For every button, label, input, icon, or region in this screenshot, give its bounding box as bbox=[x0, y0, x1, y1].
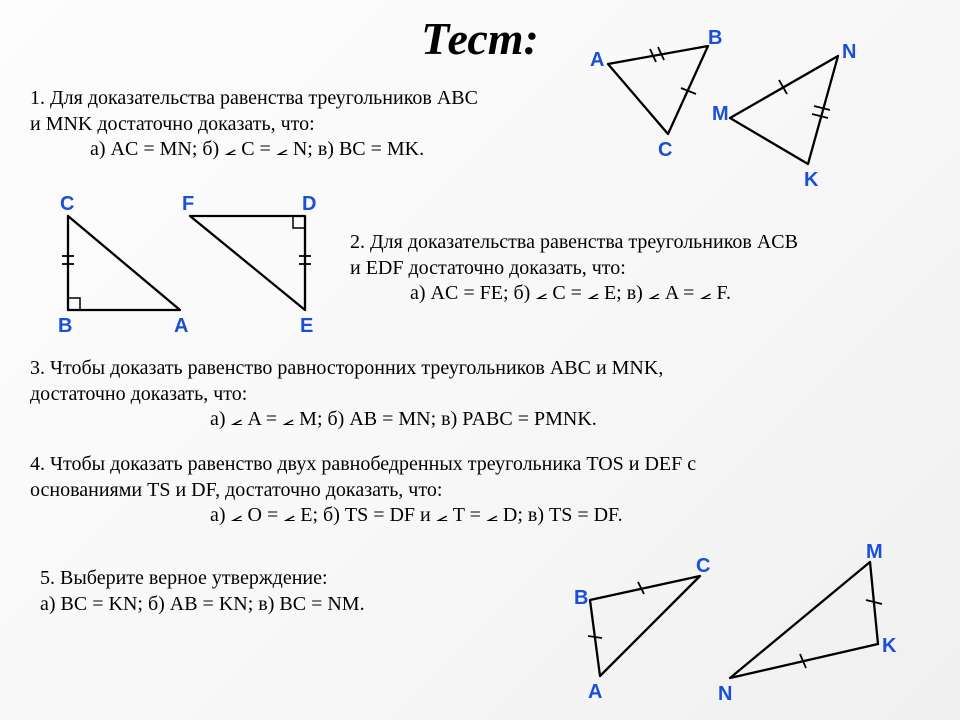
label-M: M bbox=[712, 103, 729, 125]
q1-opts: а) AC = MN; б) ⦟ C = ⦟ N; в) BC = MK. bbox=[30, 138, 424, 160]
label-K: K bbox=[804, 169, 819, 191]
figure-3: B C A N M K bbox=[570, 548, 930, 708]
label-C3: C bbox=[696, 555, 710, 577]
q1-line2: и MNK достаточно доказать, что: bbox=[30, 113, 315, 135]
label-C: C bbox=[658, 139, 672, 161]
question-3: 3. Чтобы доказать равенство равносторонн… bbox=[30, 356, 930, 433]
label-B3: B bbox=[574, 587, 588, 609]
label-N3: N bbox=[718, 683, 732, 705]
q2-line1: 2. Для доказательства равенства треуголь… bbox=[350, 231, 798, 253]
label-B2: B bbox=[58, 315, 72, 337]
label-D: D bbox=[302, 193, 316, 215]
q3-line2: достаточно доказать, что: bbox=[30, 383, 247, 405]
q5-line1: 5. Выберите верное утверждение: bbox=[40, 567, 328, 589]
q3-opts: а) ⦟ A = ⦟ M; б) AB = MN; в) PABC = PMNK… bbox=[30, 408, 597, 430]
question-1: 1. Для доказательства равенства треуголь… bbox=[30, 86, 570, 163]
label-B: B bbox=[708, 27, 722, 49]
label-K3: K bbox=[882, 635, 897, 657]
label-F: F bbox=[182, 193, 194, 215]
question-2: 2. Для доказательства равенства треуголь… bbox=[350, 230, 930, 307]
label-C2: C bbox=[60, 193, 74, 215]
q5-opts: а) BC = KN; б) AB = KN; в) BC = NM. bbox=[40, 593, 365, 615]
question-4: 4. Чтобы доказать равенство двух равнобе… bbox=[30, 452, 930, 529]
label-E: E bbox=[300, 315, 313, 337]
label-A: A bbox=[590, 49, 604, 71]
q4-line1: 4. Чтобы доказать равенство двух равнобе… bbox=[30, 453, 696, 475]
q2-opts: а) AC = FE; б) ⦟ C = ⦟ E; в) ⦟ A = ⦟ F. bbox=[350, 282, 731, 304]
figure-2: C B A F D E bbox=[50, 198, 350, 338]
figure-1: A B C M N K bbox=[590, 32, 910, 202]
question-5: 5. Выберите верное утверждение: а) BC = … bbox=[40, 566, 560, 617]
label-N: N bbox=[842, 41, 856, 63]
label-A3: A bbox=[588, 681, 602, 703]
label-M3: M bbox=[866, 541, 883, 563]
q1-line1: 1. Для доказательства равенства треуголь… bbox=[30, 87, 478, 109]
q4-line2: основаниями TS и DF, достаточно доказать… bbox=[30, 479, 442, 501]
q2-line2: и EDF достаточно доказать, что: bbox=[350, 257, 626, 279]
q3-line1: 3. Чтобы доказать равенство равносторонн… bbox=[30, 357, 663, 379]
label-A2: A bbox=[174, 315, 188, 337]
q4-opts: а) ⦟ O = ⦟ E; б) TS = DF и ⦟ T = ⦟ D; в)… bbox=[30, 504, 623, 526]
